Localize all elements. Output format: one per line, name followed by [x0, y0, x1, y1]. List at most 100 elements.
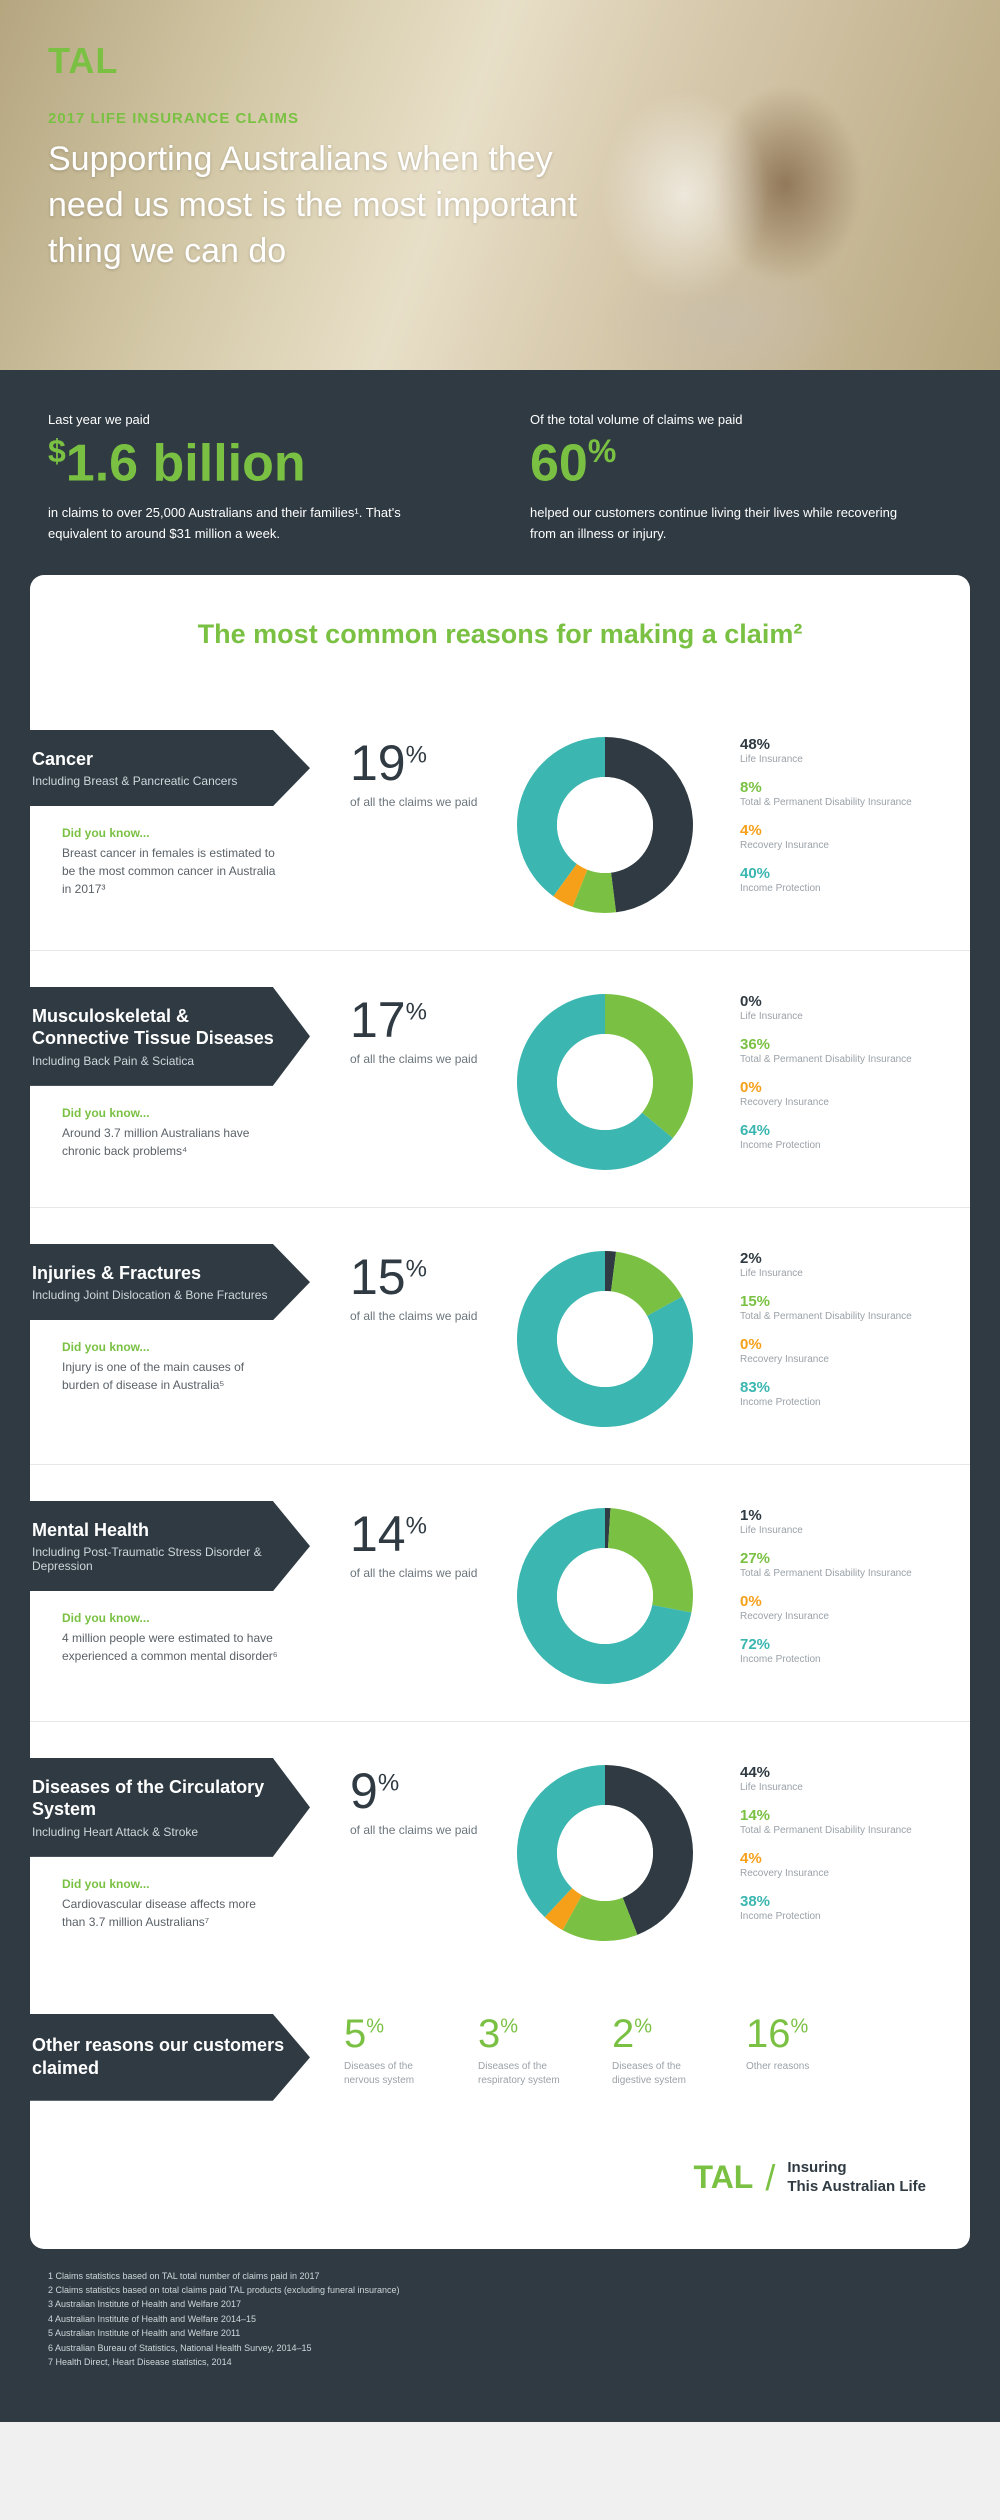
reason-didyouknow: Did you know... Breast cancer in females…: [30, 826, 320, 898]
breakdown-pct: 44%: [740, 1764, 926, 1781]
breakdown-label: Recovery Insurance: [740, 840, 926, 851]
breakdown-pct: 38%: [740, 1893, 926, 1910]
reason-percent-sub: of all the claims we paid: [350, 1565, 480, 1582]
reason-title: Musculoskeletal & Connective Tissue Dise…: [32, 1005, 286, 1050]
breakdown-label: Total & Permanent Disability Insurance: [740, 1568, 926, 1579]
dyk-label: Did you know...: [62, 1106, 320, 1120]
reason-left: Injuries & Fractures Including Joint Dis…: [30, 1244, 320, 1395]
footnote-line: 7 Health Direct, Heart Disease statistic…: [48, 2355, 952, 2369]
breakdown-label: Life Insurance: [740, 1011, 926, 1022]
breakdown-label: Income Protection: [740, 1911, 926, 1922]
dyk-label: Did you know...: [62, 1877, 320, 1891]
reason-didyouknow: Did you know... Injury is one of the mai…: [30, 1340, 320, 1394]
reason-subtitle: Including Breast & Pancreatic Cancers: [32, 774, 286, 788]
reason-breakdown: 0% Life Insurance 36% Total & Permanent …: [730, 987, 926, 1165]
breakdown-label: Total & Permanent Disability Insurance: [740, 1054, 926, 1065]
footnote-line: 5 Australian Institute of Health and Wel…: [48, 2326, 952, 2340]
reason-title: Mental Health: [32, 1519, 286, 1542]
breakdown-item: 27% Total & Permanent Disability Insuran…: [740, 1550, 926, 1579]
breakdown-item: 0% Life Insurance: [740, 993, 926, 1022]
reason-row: Mental Health Including Post-Traumatic S…: [30, 1465, 970, 1722]
reason-didyouknow: Did you know... Around 3.7 million Austr…: [30, 1106, 320, 1160]
reason-percent: 14% of all the claims we paid: [350, 1501, 480, 1582]
other-reasons-row: Other reasons our customers claimed 5%Di…: [30, 1978, 970, 2107]
breakdown-pct: 72%: [740, 1636, 926, 1653]
breakdown-item: 4% Recovery Insurance: [740, 1850, 926, 1879]
breakdown-item: 14% Total & Permanent Disability Insuran…: [740, 1807, 926, 1836]
dyk-label: Did you know...: [62, 826, 320, 840]
breakdown-label: Recovery Insurance: [740, 1097, 926, 1108]
footnote-line: 6 Australian Bureau of Statistics, Natio…: [48, 2341, 952, 2355]
breakdown-item: 2% Life Insurance: [740, 1250, 926, 1279]
brand-logo: TAL: [48, 40, 952, 82]
other-reasons-flag: Other reasons our customers claimed: [0, 2014, 310, 2101]
donut-chart: [510, 1244, 700, 1434]
reason-percent: 9% of all the claims we paid: [350, 1758, 480, 1839]
breakdown-item: 44% Life Insurance: [740, 1764, 926, 1793]
other-stat: 3%Diseases of the respiratory system: [478, 2014, 578, 2088]
breakdown-item: 1% Life Insurance: [740, 1507, 926, 1536]
reason-title: Cancer: [32, 748, 286, 771]
breakdown-item: 36% Total & Permanent Disability Insuran…: [740, 1036, 926, 1065]
reason-flag: Diseases of the Circulatory System Inclu…: [0, 1758, 310, 1857]
other-stat: 5%Diseases of the nervous system: [344, 2014, 444, 2088]
reason-didyouknow: Did you know... Cardiovascular disease a…: [30, 1877, 320, 1931]
other-stat: 2%Diseases of the digestive system: [612, 2014, 712, 2088]
reason-row: Cancer Including Breast & Pancreatic Can…: [30, 694, 970, 951]
reason-left: Musculoskeletal & Connective Tissue Dise…: [30, 987, 320, 1160]
breakdown-label: Income Protection: [740, 1397, 926, 1408]
breakdown-pct: 36%: [740, 1036, 926, 1053]
reason-breakdown: 48% Life Insurance 8% Total & Permanent …: [730, 730, 926, 908]
donut-chart: [510, 730, 700, 920]
footer-brand: TAL / Insuring This Australian Life: [694, 2157, 926, 2199]
reason-flag: Mental Health Including Post-Traumatic S…: [0, 1501, 310, 1592]
footer-logo-text: TAL: [694, 2159, 754, 2196]
breakdown-pct: 64%: [740, 1122, 926, 1139]
breakdown-pct: 0%: [740, 1079, 926, 1096]
stats-left-eyebrow: Last year we paid: [48, 412, 470, 427]
dyk-label: Did you know...: [62, 1340, 320, 1354]
reason-left: Diseases of the Circulatory System Inclu…: [30, 1758, 320, 1931]
breakdown-pct: 40%: [740, 865, 926, 882]
reason-left: Cancer Including Breast & Pancreatic Can…: [30, 730, 320, 899]
breakdown-item: 0% Recovery Insurance: [740, 1079, 926, 1108]
breakdown-pct: 83%: [740, 1379, 926, 1396]
footnote-line: 1 Claims statistics based on TAL total n…: [48, 2269, 952, 2283]
breakdown-pct: 14%: [740, 1807, 926, 1824]
breakdown-item: 38% Income Protection: [740, 1893, 926, 1922]
breakdown-item: 40% Income Protection: [740, 865, 926, 894]
reason-percent: 15% of all the claims we paid: [350, 1244, 480, 1325]
reason-percent-sub: of all the claims we paid: [350, 1308, 480, 1325]
breakdown-pct: 27%: [740, 1550, 926, 1567]
breakdown-item: 83% Income Protection: [740, 1379, 926, 1408]
other-stat-label: Diseases of the respiratory system: [478, 2060, 578, 2088]
breakdown-label: Life Insurance: [740, 754, 926, 765]
reason-breakdown: 44% Life Insurance 14% Total & Permanent…: [730, 1758, 926, 1936]
breakdown-label: Income Protection: [740, 1140, 926, 1151]
breakdown-label: Life Insurance: [740, 1525, 926, 1536]
breakdown-label: Recovery Insurance: [740, 1868, 926, 1879]
breakdown-item: 0% Recovery Insurance: [740, 1593, 926, 1622]
reason-percent-sub: of all the claims we paid: [350, 794, 480, 811]
breakdown-pct: 2%: [740, 1250, 926, 1267]
reason-flag: Cancer Including Breast & Pancreatic Can…: [0, 730, 310, 807]
reason-didyouknow: Did you know... 4 million people were es…: [30, 1611, 320, 1665]
breakdown-label: Total & Permanent Disability Insurance: [740, 1311, 926, 1322]
breakdown-pct: 15%: [740, 1293, 926, 1310]
other-stat: 16%Other reasons: [746, 2014, 809, 2088]
reason-percent-sub: of all the claims we paid: [350, 1822, 480, 1839]
stats-right-eyebrow: Of the total volume of claims we paid: [530, 412, 952, 427]
reason-subtitle: Including Post-Traumatic Stress Disorder…: [32, 1545, 286, 1573]
reason-left: Mental Health Including Post-Traumatic S…: [30, 1501, 320, 1666]
reason-flag: Injuries & Fractures Including Joint Dis…: [0, 1244, 310, 1321]
page-container: TAL 2017 LIFE INSURANCE CLAIMS Supportin…: [0, 0, 1000, 2422]
donut-chart: [510, 1501, 700, 1691]
footnotes: 1 Claims statistics based on TAL total n…: [48, 2269, 952, 2370]
stats-left: Last year we paid $1.6 billion in claims…: [48, 412, 470, 545]
breakdown-item: 48% Life Insurance: [740, 736, 926, 765]
dyk-text: Injury is one of the main causes of burd…: [62, 1358, 282, 1394]
reasons-list: Cancer Including Breast & Pancreatic Can…: [30, 694, 970, 1978]
reason-row: Diseases of the Circulatory System Inclu…: [30, 1722, 970, 1978]
stats-left-body: in claims to over 25,000 Australians and…: [48, 503, 428, 545]
breakdown-item: 15% Total & Permanent Disability Insuran…: [740, 1293, 926, 1322]
